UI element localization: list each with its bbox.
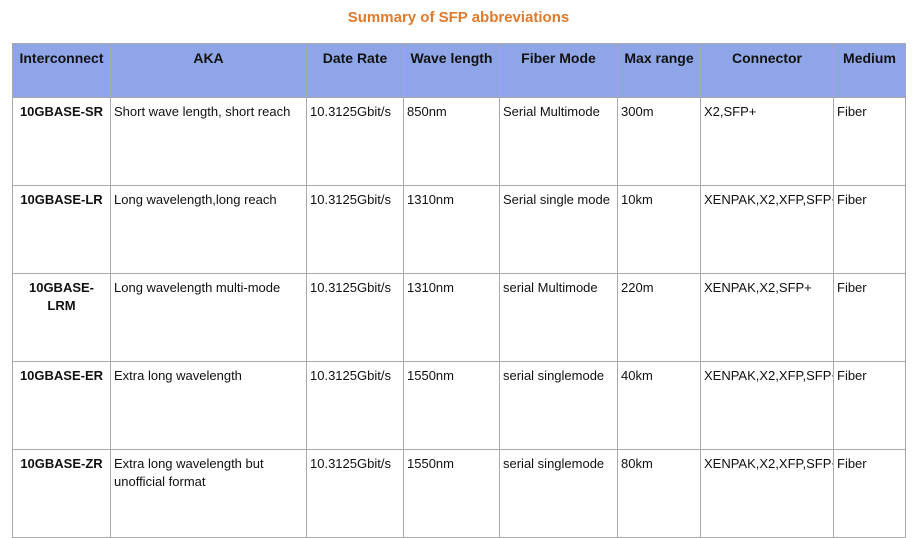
cell-medium: Fiber (833, 449, 906, 538)
cell-wave-length: 1550nm (403, 449, 500, 538)
table-row: 10GBASE-LRM Long wavelength multi-mode 1… (12, 273, 906, 362)
cell-date-rate: 10.3125Gbit/s (306, 97, 404, 186)
cell-wave-length: 850nm (403, 97, 500, 186)
header-date-rate: Date Rate (306, 43, 404, 98)
cell-max-range: 10km (617, 185, 701, 274)
cell-connector: XENPAK,X2,XFP,SFP+ (700, 449, 834, 538)
cell-fiber-mode: Serial single mode (499, 185, 618, 274)
cell-wave-length: 1550nm (403, 361, 500, 450)
cell-medium: Fiber (833, 273, 906, 362)
cell-aka: Extra long wavelength but unofficial for… (110, 449, 307, 538)
table-row: 10GBASE-ER Extra long wavelength 10.3125… (12, 361, 906, 450)
header-medium: Medium (833, 43, 906, 98)
cell-max-range: 40km (617, 361, 701, 450)
cell-interconnect: 10GBASE-ZR (12, 449, 111, 538)
cell-connector: XENPAK,X2,XFP,SFP+ (700, 185, 834, 274)
cell-interconnect: 10GBASE-SR (12, 97, 111, 186)
cell-date-rate: 10.3125Gbit/s (306, 449, 404, 538)
cell-fiber-mode: serial singlemode (499, 361, 618, 450)
cell-connector: XENPAK,X2,XFP,SFP+ (700, 361, 834, 450)
cell-medium: Fiber (833, 361, 906, 450)
cell-medium: Fiber (833, 97, 906, 186)
table-header-row: Interconnect AKA Date Rate Wave length F… (12, 43, 906, 98)
cell-wave-length: 1310nm (403, 185, 500, 274)
table-row: 10GBASE-SR Short wave length, short reac… (12, 97, 906, 186)
cell-fiber-mode: Serial Multimode (499, 97, 618, 186)
cell-interconnect: 10GBASE-ER (12, 361, 111, 450)
cell-max-range: 80km (617, 449, 701, 538)
sfp-table: Interconnect AKA Date Rate Wave length F… (12, 43, 906, 538)
cell-connector: XENPAK,X2,SFP+ (700, 273, 834, 362)
header-max-range: Max range (617, 43, 701, 98)
cell-max-range: 220m (617, 273, 701, 362)
header-wave-length: Wave length (403, 43, 500, 98)
cell-aka: Long wavelength,long reach (110, 185, 307, 274)
cell-interconnect: 10GBASE-LRM (12, 273, 111, 362)
cell-date-rate: 10.3125Gbit/s (306, 273, 404, 362)
table-row: 10GBASE-LR Long wavelength,long reach 10… (12, 185, 906, 274)
cell-max-range: 300m (617, 97, 701, 186)
page-title: Summary of SFP abbreviations (347, 9, 570, 26)
cell-date-rate: 10.3125Gbit/s (306, 185, 404, 274)
header-aka: AKA (110, 43, 307, 98)
table-row: 10GBASE-ZR Extra long wavelength but uno… (12, 449, 906, 538)
cell-aka: Long wavelength multi-mode (110, 273, 307, 362)
cell-aka: Short wave length, short reach (110, 97, 307, 186)
cell-connector: X2,SFP+ (700, 97, 834, 186)
cell-aka: Extra long wavelength (110, 361, 307, 450)
cell-medium: Fiber (833, 185, 906, 274)
cell-fiber-mode: serial Multimode (499, 273, 618, 362)
header-interconnect: Interconnect (12, 43, 111, 98)
cell-date-rate: 10.3125Gbit/s (306, 361, 404, 450)
header-fiber-mode: Fiber Mode (499, 43, 618, 98)
cell-fiber-mode: serial singlemode (499, 449, 618, 538)
cell-wave-length: 1310nm (403, 273, 500, 362)
header-connector: Connector (700, 43, 834, 98)
cell-interconnect: 10GBASE-LR (12, 185, 111, 274)
